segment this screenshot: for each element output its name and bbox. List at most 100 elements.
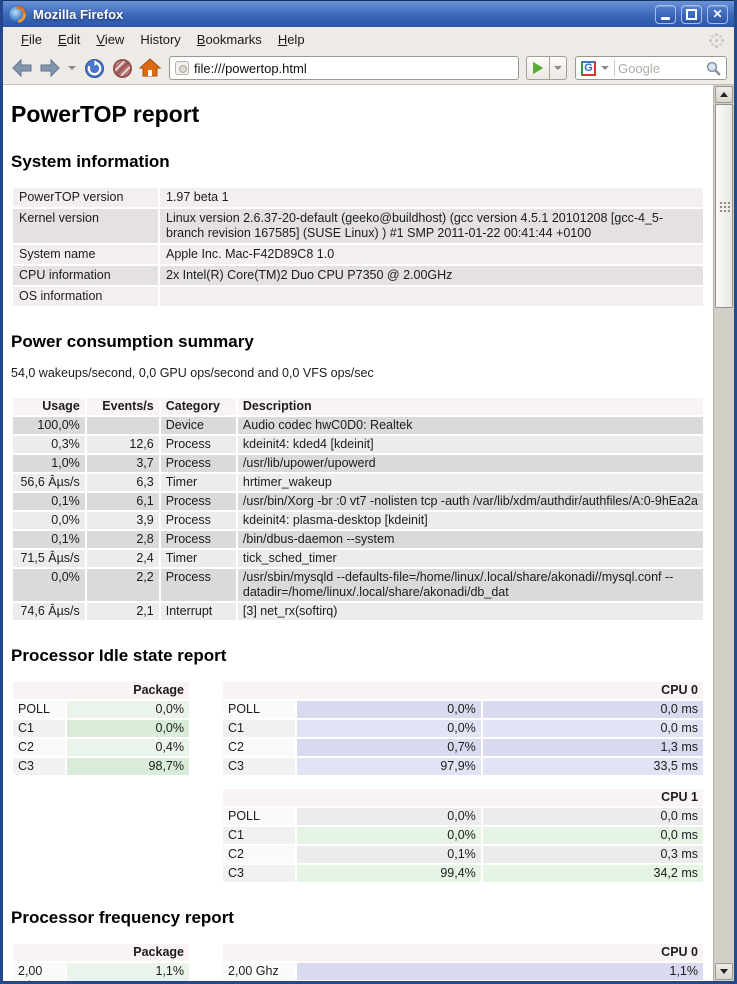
search-engine-dropdown[interactable] [601,66,609,70]
table-row: C1 0,0% [13,720,189,737]
table-row: 0,3% 12,6 Process kdeinit4: kded4 [kdeinit] [13,436,703,453]
divider [614,60,615,76]
close-icon: ✕ [712,6,723,21]
table-header-row: CPU 1 [223,789,703,806]
vertical-scrollbar[interactable] [713,85,734,981]
url-bar[interactable] [169,56,519,80]
table-row: 71,5 Âµs/s 2,4 Timer tick_sched_timer [13,550,703,567]
go-button[interactable] [526,56,550,80]
home-button[interactable] [138,56,162,80]
table-row: C1 0,0% 0,0 ms [223,720,703,737]
menubar: File Edit View History Bookmarks Help [3,27,734,52]
table-row: 0,1% 6,1 Process/usr/bin/Xorg -br :0 vt7 -… [13,493,703,510]
firefox-icon [9,5,26,23]
chevron-down-icon [554,66,562,70]
table-header-row: CPU 0 [223,944,703,961]
table-row: C2 0,7% 1,3 ms [223,739,703,756]
table-row: 56,6 Âµs/s 6,3 Timer hrtimer_wakeup [13,474,703,491]
table-row: 0,1% 2,8 Process/bin/dbus-daemon --system [13,531,703,548]
table-header-row: CPU 0 [223,682,703,699]
search-input[interactable] [618,60,703,76]
window-title: Mozilla Firefox [33,6,124,22]
stop-icon [112,58,132,78]
forward-history-dropdown[interactable] [68,66,76,70]
back-arrow-icon [12,58,32,78]
arrow-down-icon [720,969,728,974]
window-controls: ✕ [655,4,728,24]
menu-file[interactable]: File [21,32,42,47]
thumb-grip-icon [718,200,730,212]
table-header-row: Package [13,682,189,699]
search-box[interactable]: G [575,56,727,80]
table-row: System name Apple Inc. Mac-F42D89C8 1.0 [13,245,703,264]
table-row: 0,0% 3,9 Process kdeinit4: plasma-desktop [… [13,512,703,529]
table-row: POLL 0,0% [13,701,189,718]
table-row: POLL 0,0% 0,0 ms [223,701,703,718]
scroll-down-button[interactable] [715,963,733,980]
idle-package-table: Package POLL 0,0% C1 0,0% C2 0,4% C3 98,7% [11,680,191,777]
menu-view[interactable]: View [96,32,125,47]
maximize-button[interactable] [681,4,702,24]
table-header-row: Package [13,944,189,961]
menu-bookmarks[interactable]: Bookmarks [196,32,262,47]
minimize-icon [661,16,670,20]
system-info-heading: System information [11,152,170,171]
scroll-up-button[interactable] [715,86,733,103]
table-row: OS information [13,287,703,306]
power-summary-heading: Power consumption summary [11,332,254,351]
table-row: Kernel version Linux version 2.6.37-20-de… [13,209,703,243]
menu-edit[interactable]: Edit [57,32,81,47]
go-group [526,56,567,80]
stop-button[interactable] [110,56,134,80]
idle-report-section: Package POLL 0,0% C1 0,0% C2 0,4% C3 98,7% [11,680,705,884]
arrow-up-icon [720,92,728,97]
table-row: 100,0% Device Audio codec hwC0D0: Realtek [13,417,703,434]
table-row: C3 99,4% 34,2 ms [223,865,703,882]
titlebar: Mozilla Firefox ✕ [3,0,734,27]
table-row: CPU information 2x Intel(R) Core(TM)2 Duo… [13,266,703,285]
browser-content: PowerTOP report System information Power… [3,85,734,981]
url-input[interactable] [194,60,513,76]
maximize-icon [686,8,697,20]
menu-history[interactable]: History [140,32,181,47]
table-row: 1,0% 3,7 Process/usr/lib/upower/upowerd [13,455,703,472]
table-header-row: Usage Events/s Category Description [13,398,703,415]
minimize-button[interactable] [655,4,676,24]
go-arrow-icon [533,62,543,74]
wakeups-summary-text: 54,0 wakeups/second, 0,0 GPU ops/second … [11,366,374,380]
table-row: PowerTOP version 1.97 beta 1 [13,188,703,207]
idle-report-heading: Processor Idle state report [11,646,227,665]
forward-arrow-icon [40,58,60,78]
table-row: 74,6 Âµs/s 2,1 Interrupt [3] net_rx(softirq… [13,603,703,620]
forward-button[interactable] [38,56,62,80]
power-summary-table: Usage Events/s Category Description 100,… [11,396,705,622]
menu-help[interactable]: Help [277,32,305,47]
table-row: 0,0% 2,2 Process/usr/sbin/mysqld --default… [13,569,703,601]
reload-icon [84,58,104,78]
freq-report-heading: Processor frequency report [11,908,234,927]
reload-button[interactable] [82,56,106,80]
table-row: C2 0,1% 0,3 ms [223,846,703,863]
report-page: PowerTOP report System information Power… [3,85,713,981]
back-button[interactable] [10,56,34,80]
search-icon [706,61,721,75]
scrollbar-thumb[interactable] [715,104,733,308]
url-dropdown-button[interactable] [550,56,567,80]
table-row: C3 98,7% [13,758,189,775]
home-icon [139,58,161,77]
google-engine-icon[interactable]: G [581,60,596,76]
table-row: C3 97,9% 33,5 ms [223,758,703,775]
system-info-table: PowerTOP version 1.97 beta 1 Kernel versi… [11,186,705,308]
page-favicon-icon [175,61,189,75]
close-button[interactable]: ✕ [707,4,728,24]
idle-cpu1-table: CPU 1 POLL 0,0% 0,0 ms C1 0,0% 0,0 ms C2 0,1%… [221,787,705,884]
table-row: POLL 0,0% 0,0 ms [223,808,703,825]
throbber-icon [708,32,724,48]
page-title: PowerTOP report [11,101,200,127]
table-row: C2 0,4% [13,739,189,756]
